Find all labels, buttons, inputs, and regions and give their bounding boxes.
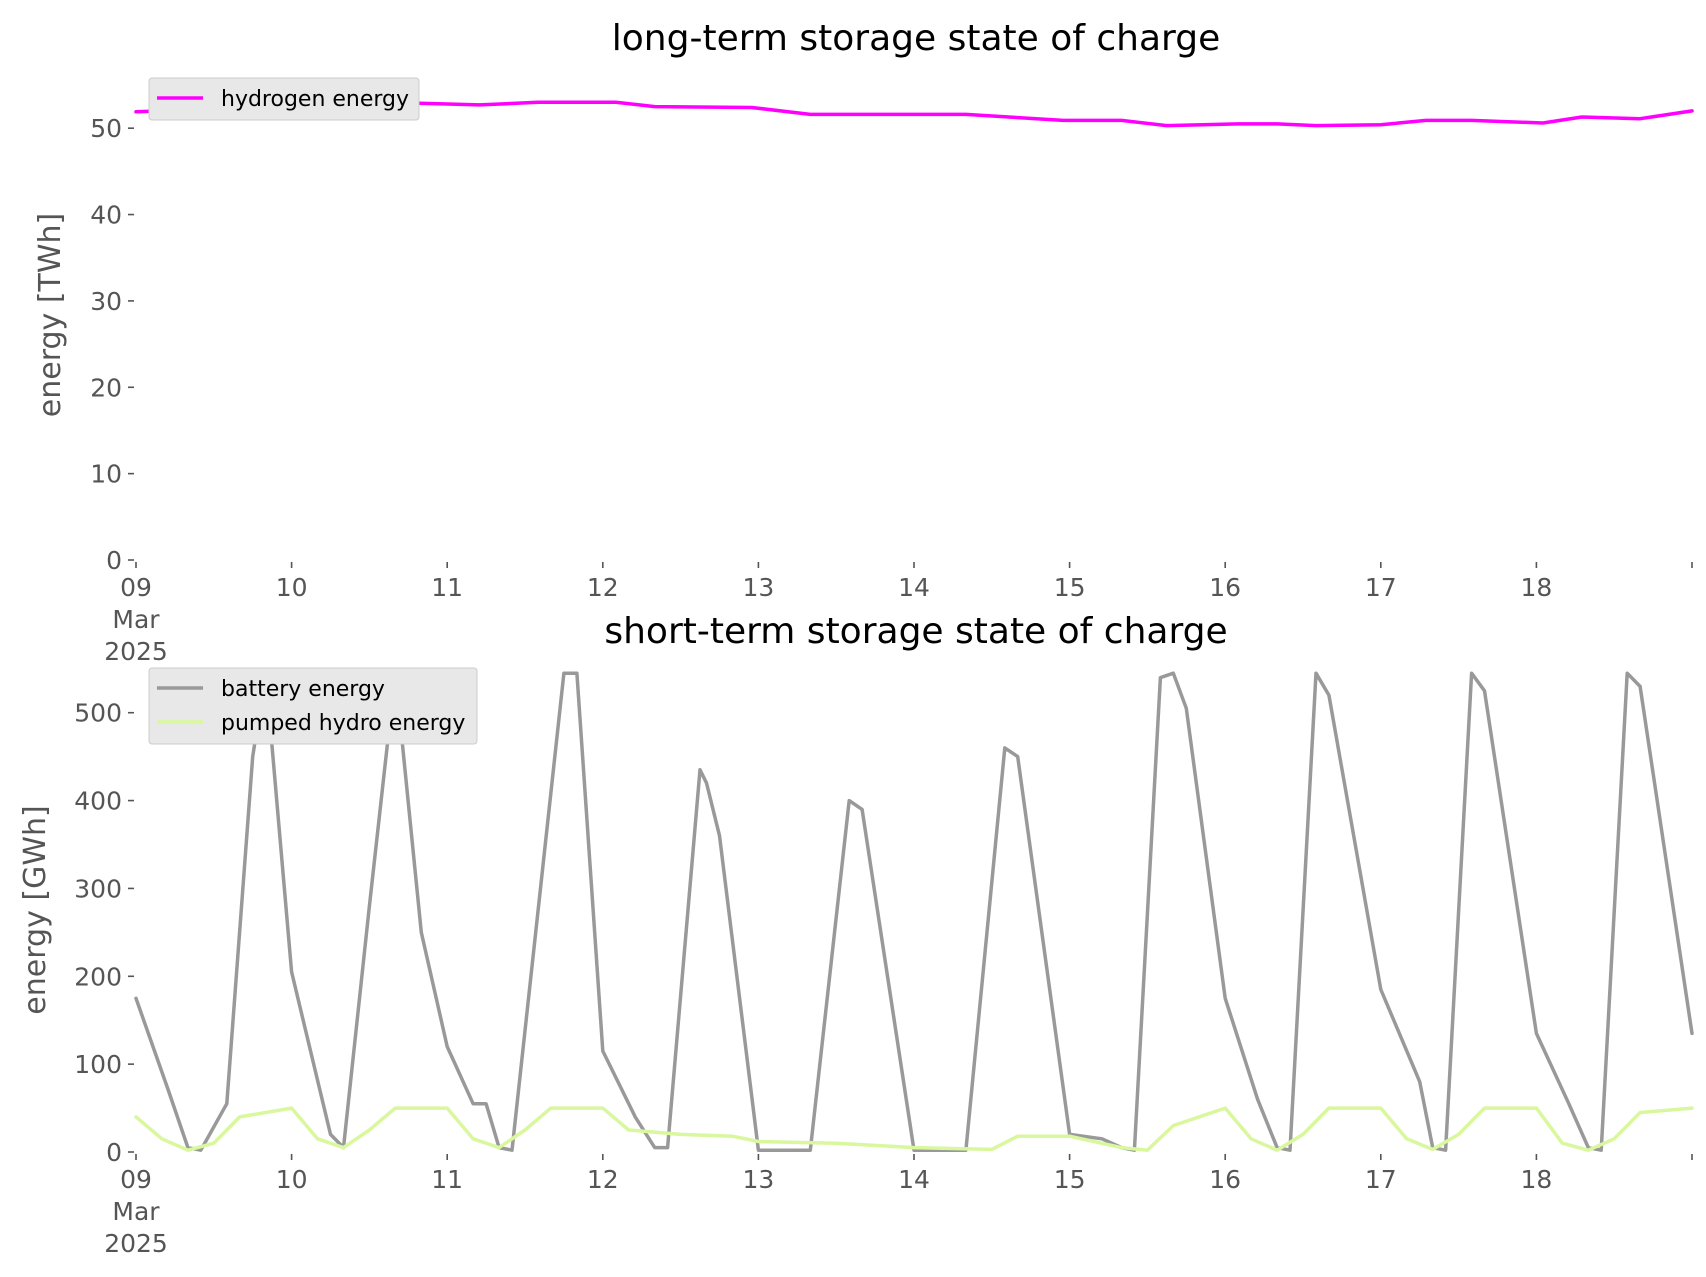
y-tick-label: 30 — [90, 287, 122, 316]
x-tick-label: 13 — [742, 1165, 774, 1194]
axes: 0 100 200 300 400 500 09 Mar 2025 10 11 12 13 14 15 16 1… — [74, 699, 1693, 1258]
x-tick-label: 09 Mar 2025 — [104, 1165, 168, 1258]
chart-title: short-term storage state of charge — [604, 611, 1227, 652]
x-tick-label: 15 — [1054, 573, 1086, 602]
legend-box — [148, 77, 420, 121]
x-tick-label: 12 — [587, 573, 619, 602]
y-tick-label: 100 — [74, 1050, 122, 1079]
battery-energy-line — [134, 671, 1694, 1152]
y-tick-label: 0 — [106, 1138, 122, 1167]
long-term-chart: long-term storage state of charge energy… — [33, 18, 1694, 666]
x-tick-label: 14 — [898, 573, 930, 602]
legend-label-pumped-hydro-energy: pumped hydro energy — [221, 711, 465, 736]
x-tick-label: 17 — [1365, 573, 1397, 602]
x-tick-label: 16 — [1209, 1165, 1241, 1194]
x-tick-label: 11 — [431, 1165, 463, 1194]
y-tick-label: 10 — [90, 460, 122, 489]
x-tick-label: 15 — [1054, 1165, 1086, 1194]
x-tick-label: 13 — [742, 573, 774, 602]
legend-label-battery-energy: battery energy — [221, 677, 385, 702]
chart-title: long-term storage state of charge — [612, 18, 1220, 59]
y-tick-label: 0 — [106, 546, 122, 575]
x-tick-label: 18 — [1520, 1165, 1552, 1194]
x-tick-label: 10 — [276, 1165, 308, 1194]
x-tick-label: 14 — [898, 1165, 930, 1194]
pumped-hydro-energy-line — [134, 1106, 1694, 1152]
x-tick-label: 11 — [431, 573, 463, 602]
legend: hydrogen energy — [148, 77, 420, 121]
y-tick-label: 20 — [90, 373, 122, 402]
y-tick-label: 400 — [74, 787, 122, 816]
x-tick-label: 09 Mar 2025 — [104, 573, 168, 666]
axes: 0 10 20 30 40 50 09 Mar 2025 10 11 12 13 14 15 16 17 18 — [90, 114, 1693, 666]
legend-box — [148, 667, 478, 745]
y-tick-label: 300 — [74, 874, 122, 903]
x-tick-label: 17 — [1365, 1165, 1397, 1194]
plot-area — [134, 671, 1694, 1152]
y-tick-label: 40 — [90, 201, 122, 230]
x-tick-label: 12 — [587, 1165, 619, 1194]
legend: battery energy pumped hydro energy — [148, 667, 478, 745]
hydrogen-energy-line — [134, 100, 1694, 128]
short-term-chart: short-term storage state of charge energ… — [18, 611, 1694, 1258]
y-tick-label: 200 — [74, 962, 122, 991]
x-tick-label: 16 — [1209, 573, 1241, 602]
x-tick-label: 10 — [276, 573, 308, 602]
x-tick-label: 18 — [1520, 573, 1552, 602]
y-tick-label: 50 — [90, 114, 122, 143]
y-axis-label: energy [TWh] — [33, 213, 68, 417]
y-axis-label: energy [GWh] — [18, 805, 53, 1014]
y-tick-label: 500 — [74, 699, 122, 728]
plot-area — [134, 100, 1694, 128]
legend-label-hydrogen-energy: hydrogen energy — [221, 87, 409, 112]
